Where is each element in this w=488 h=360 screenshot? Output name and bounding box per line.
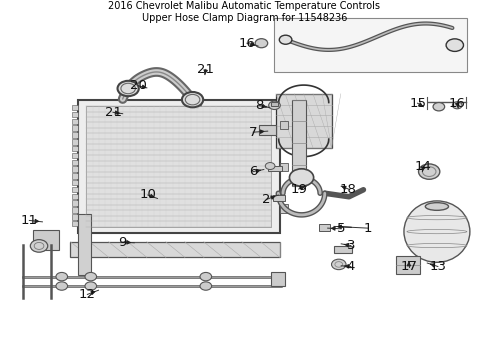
Bar bbox=[72, 221, 78, 226]
Text: 13: 13 bbox=[428, 260, 446, 273]
Bar bbox=[72, 112, 78, 117]
Text: 3: 3 bbox=[346, 239, 354, 252]
Bar bbox=[72, 105, 78, 111]
Bar bbox=[333, 246, 351, 253]
Ellipse shape bbox=[425, 203, 447, 210]
Bar bbox=[72, 153, 78, 158]
Bar bbox=[259, 125, 275, 135]
Bar bbox=[291, 100, 306, 186]
Bar bbox=[270, 273, 284, 287]
Bar bbox=[272, 195, 284, 201]
Bar bbox=[72, 180, 78, 185]
Text: 4: 4 bbox=[346, 260, 354, 273]
Text: 9: 9 bbox=[118, 235, 126, 249]
Circle shape bbox=[418, 164, 439, 179]
Text: 1: 1 bbox=[363, 222, 371, 235]
Text: 11: 11 bbox=[21, 214, 38, 227]
Text: 21: 21 bbox=[197, 63, 214, 76]
Bar bbox=[273, 18, 466, 72]
Circle shape bbox=[451, 102, 461, 109]
Circle shape bbox=[56, 282, 67, 290]
Text: 16: 16 bbox=[448, 97, 465, 110]
Circle shape bbox=[30, 240, 48, 252]
Bar bbox=[72, 194, 78, 199]
Text: 19: 19 bbox=[289, 183, 306, 195]
Text: 17: 17 bbox=[400, 260, 417, 273]
Text: 18: 18 bbox=[339, 183, 356, 195]
Circle shape bbox=[279, 35, 291, 44]
Text: 12: 12 bbox=[79, 288, 96, 301]
Circle shape bbox=[200, 282, 211, 290]
Bar bbox=[267, 166, 282, 171]
Text: 10: 10 bbox=[139, 189, 156, 202]
Text: 6: 6 bbox=[248, 165, 257, 178]
Bar bbox=[72, 139, 78, 145]
Circle shape bbox=[117, 81, 139, 96]
Bar bbox=[78, 214, 91, 275]
Text: 21: 21 bbox=[104, 106, 121, 119]
Bar bbox=[72, 146, 78, 151]
Bar bbox=[72, 166, 78, 172]
Bar bbox=[72, 187, 78, 192]
Circle shape bbox=[85, 282, 96, 290]
Text: 2016 Chevrolet Malibu Automatic Temperature Controls
Upper Hose Clamp Diagram fo: 2016 Chevrolet Malibu Automatic Temperat… bbox=[108, 1, 380, 23]
Bar bbox=[86, 106, 270, 227]
Bar bbox=[72, 207, 78, 213]
Bar bbox=[270, 102, 278, 106]
Text: 5: 5 bbox=[336, 222, 345, 235]
Circle shape bbox=[432, 103, 444, 111]
Circle shape bbox=[265, 162, 274, 170]
Bar bbox=[70, 242, 279, 257]
Bar bbox=[72, 173, 78, 179]
Bar bbox=[319, 224, 329, 231]
Text: 7: 7 bbox=[248, 126, 257, 139]
Bar bbox=[72, 214, 78, 220]
Circle shape bbox=[289, 169, 313, 186]
Circle shape bbox=[200, 273, 211, 281]
Circle shape bbox=[445, 39, 463, 51]
Bar bbox=[279, 121, 288, 129]
Bar bbox=[279, 162, 288, 171]
Bar bbox=[33, 230, 59, 251]
Text: 14: 14 bbox=[414, 159, 431, 172]
Bar bbox=[72, 118, 78, 124]
Circle shape bbox=[268, 101, 280, 109]
Bar bbox=[72, 132, 78, 138]
Ellipse shape bbox=[403, 201, 469, 262]
Bar bbox=[72, 125, 78, 131]
Circle shape bbox=[56, 273, 67, 281]
Circle shape bbox=[331, 259, 346, 270]
Bar bbox=[72, 201, 78, 206]
Text: 16: 16 bbox=[238, 37, 255, 50]
Bar bbox=[72, 159, 78, 165]
Text: 8: 8 bbox=[254, 99, 263, 112]
Circle shape bbox=[255, 39, 267, 48]
Bar bbox=[78, 100, 279, 233]
Bar bbox=[275, 94, 331, 148]
Text: 20: 20 bbox=[129, 79, 146, 92]
Circle shape bbox=[85, 273, 96, 281]
Text: 2: 2 bbox=[262, 193, 270, 206]
Text: 15: 15 bbox=[408, 97, 425, 110]
Bar bbox=[279, 204, 288, 213]
Circle shape bbox=[182, 92, 203, 107]
Bar bbox=[395, 256, 419, 274]
